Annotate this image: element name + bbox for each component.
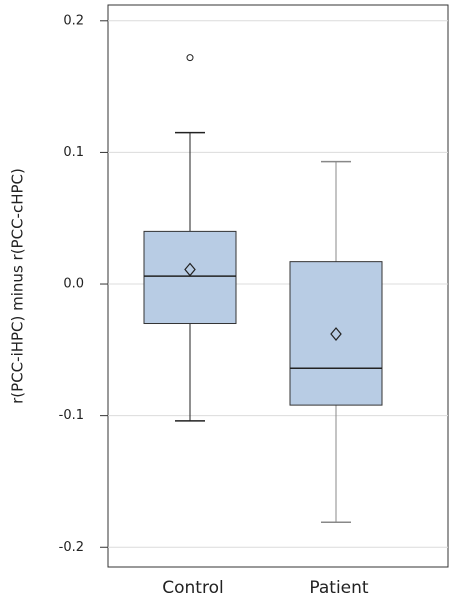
mean-marker [330,327,342,341]
y-tick-label: 0.2 [63,13,84,28]
y-tick-label: -0.1 [59,408,84,423]
y-tick-label: 0.1 [63,145,84,160]
box [289,261,383,406]
outlier [186,54,194,62]
x-tick-label: Control [162,578,223,598]
y-tick-label: 0.0 [63,277,84,292]
mean-marker [184,262,196,277]
plot-frame [107,4,449,568]
box [143,230,237,325]
y-tick-label: -0.2 [59,540,84,555]
y-axis-label: r(PCC-iHPC) minus r(PCC-cHPC) [9,168,27,404]
x-tick-label: Patient [309,578,369,598]
